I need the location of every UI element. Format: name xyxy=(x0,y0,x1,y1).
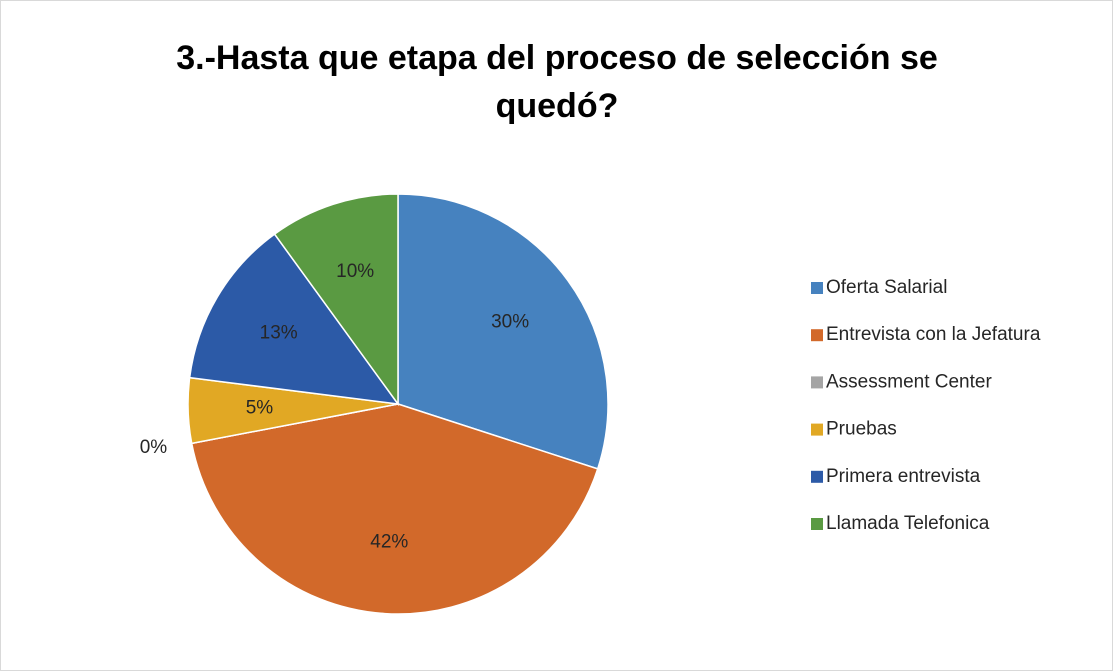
legend-swatch xyxy=(811,423,823,436)
legend-swatch xyxy=(811,329,823,342)
legend-label: Primera entrevista xyxy=(826,466,981,487)
legend-swatch xyxy=(811,470,823,483)
data-label: 42% xyxy=(370,531,408,552)
data-label: 0% xyxy=(140,437,168,458)
legend-label: Oferta Salarial xyxy=(826,277,947,298)
pie-slice xyxy=(188,233,400,405)
legend-swatch xyxy=(811,282,823,294)
legend-label: Entrevista con la Jefatura xyxy=(826,324,1041,345)
legend-label: Llamada Telefonica xyxy=(826,513,990,534)
data-label: 13% xyxy=(260,322,298,343)
legend-label: Pruebas xyxy=(826,419,897,440)
pie-slice xyxy=(190,403,599,615)
data-label: 5% xyxy=(246,397,274,418)
data-label: 10% xyxy=(336,261,374,282)
pie-slice xyxy=(397,193,609,470)
legend-swatch xyxy=(811,518,823,530)
chart-title: 3.-Hasta que etapa del proceso de selecc… xyxy=(176,39,938,125)
data-label: 30% xyxy=(491,312,529,333)
legend-label: Assessment Center xyxy=(826,371,992,392)
pie-slice xyxy=(273,193,399,407)
legend-swatch xyxy=(811,376,823,389)
